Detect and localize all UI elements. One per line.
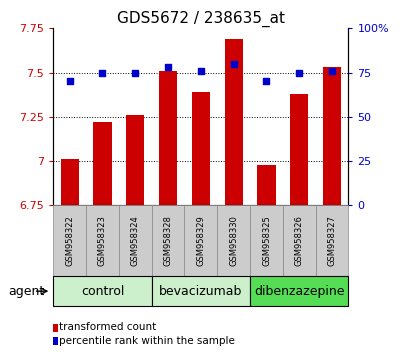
Point xyxy=(66,79,73,84)
Text: transformed count: transformed count xyxy=(59,322,156,332)
Bar xyxy=(290,94,308,205)
Point xyxy=(328,68,335,74)
Point xyxy=(132,70,138,75)
Text: GSM958329: GSM958329 xyxy=(196,215,205,266)
Text: dibenzazepine: dibenzazepine xyxy=(254,285,344,298)
Point xyxy=(164,64,171,70)
Text: GSM958328: GSM958328 xyxy=(163,215,172,266)
Title: GDS5672 / 238635_at: GDS5672 / 238635_at xyxy=(117,11,284,27)
Bar xyxy=(159,71,177,205)
Point xyxy=(263,79,269,84)
Text: GSM958326: GSM958326 xyxy=(294,215,303,266)
Text: bevacizumab: bevacizumab xyxy=(159,285,242,298)
Bar xyxy=(322,67,340,205)
Point xyxy=(197,68,204,74)
Text: GSM958330: GSM958330 xyxy=(229,215,238,266)
Text: GSM958323: GSM958323 xyxy=(98,215,107,266)
Text: GSM958325: GSM958325 xyxy=(261,215,270,266)
Point xyxy=(230,61,236,67)
Bar xyxy=(224,39,242,205)
Bar xyxy=(93,122,111,205)
Text: GSM958324: GSM958324 xyxy=(130,215,139,266)
Bar xyxy=(61,159,79,205)
Text: GSM958322: GSM958322 xyxy=(65,215,74,266)
Bar xyxy=(191,92,209,205)
Point xyxy=(99,70,106,75)
Text: control: control xyxy=(81,285,124,298)
Bar xyxy=(126,115,144,205)
Text: agent: agent xyxy=(8,285,44,298)
Bar xyxy=(257,165,275,205)
Point xyxy=(295,70,302,75)
Text: percentile rank within the sample: percentile rank within the sample xyxy=(59,336,235,346)
Text: GSM958327: GSM958327 xyxy=(327,215,336,266)
